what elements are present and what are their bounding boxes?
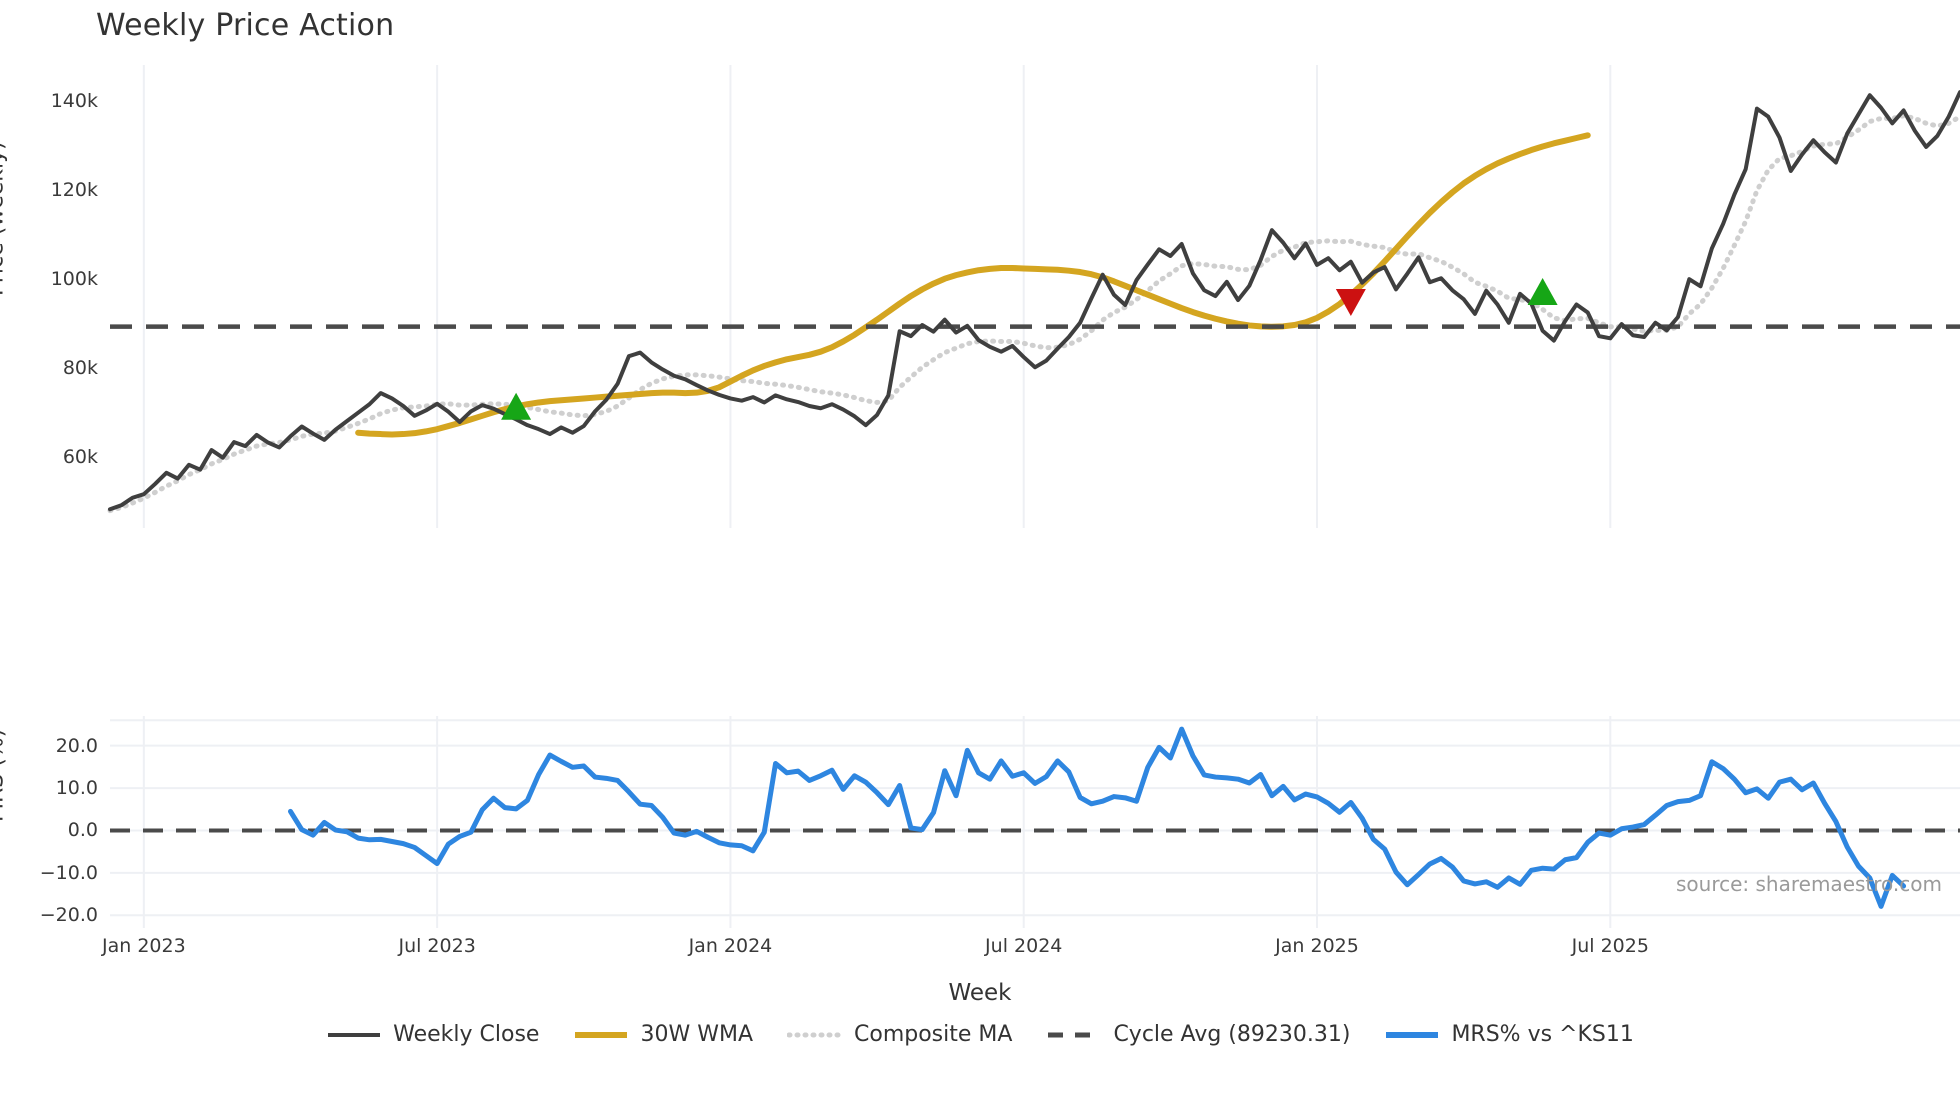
x-tick: Jul 2024 (985, 935, 1063, 957)
price-y-tick: 140k (50, 89, 98, 112)
mrs-plot-area (110, 716, 1960, 928)
legend-swatch-icon (1048, 1032, 1101, 1037)
chart-legend: Weekly Close 30W WMA Composite MA Cycle Avg… (0, 1022, 1960, 1047)
mrs-y-tick: −10.0 (39, 861, 98, 884)
weekly-close-line (108, 90, 1960, 512)
legend-item-label: Composite MA (854, 1022, 1013, 1047)
x-tick: Jan 2025 (1275, 935, 1359, 957)
legend-swatch-icon (1386, 1031, 1439, 1038)
legend-item[interactable]: 30W WMA (573, 1022, 753, 1047)
mrs-y-tick: −20.0 (39, 904, 98, 927)
legend-item[interactable]: MRS% vs ^KS11 (1384, 1022, 1634, 1047)
price-axis-title-label: Price (weekly) (0, 141, 9, 296)
legend-item[interactable]: Weekly Close (326, 1022, 539, 1047)
composite-ma-line (107, 113, 1960, 514)
mrs-line (287, 726, 1907, 909)
x-tick: Jul 2023 (398, 935, 476, 957)
mrs-y-tick: 10.0 (55, 777, 98, 800)
x-axis-title: Week (948, 980, 1012, 1006)
price-y-tick: 60k (62, 445, 98, 468)
source-watermark: source: sharemaestro.com (1676, 872, 1942, 896)
price-y-tick: 80k (62, 356, 98, 379)
legend-swatch-icon (328, 1032, 381, 1037)
price-y-tick: 100k (50, 267, 98, 290)
wma-line (355, 132, 1591, 438)
buy-marker-icon (1527, 277, 1558, 305)
legend-swatch-icon (787, 1032, 843, 1037)
price-y-tick: 120k (50, 178, 98, 201)
buy-marker-icon (501, 392, 532, 420)
legend-item-label: Weekly Close (393, 1022, 540, 1047)
page-title: Weekly Price Action (96, 8, 395, 43)
legend-item-label: 30W WMA (640, 1022, 753, 1047)
x-tick: Jan 2023 (101, 935, 186, 957)
legend-swatch-icon (575, 1031, 628, 1038)
mrs-plot-svg (110, 716, 1960, 928)
x-tick: Jan 2024 (688, 935, 773, 957)
price-plot-svg (107, 65, 1960, 528)
legend-item-label: Cycle Avg (89230.31) (1113, 1022, 1351, 1047)
legend-item[interactable]: Cycle Avg (89230.31) (1046, 1022, 1350, 1047)
mrs-y-tick: 0.0 (67, 819, 98, 842)
sell-marker-icon (1335, 288, 1366, 316)
mrs-axis-title-label: MRS (%) (0, 728, 9, 822)
x-tick: Jul 2025 (1571, 935, 1649, 957)
price-plot-area (107, 65, 1960, 528)
legend-item-label: MRS% vs ^KS11 (1451, 1022, 1634, 1047)
mrs-y-tick: 20.0 (55, 734, 98, 757)
legend-item[interactable]: Composite MA (787, 1022, 1012, 1047)
